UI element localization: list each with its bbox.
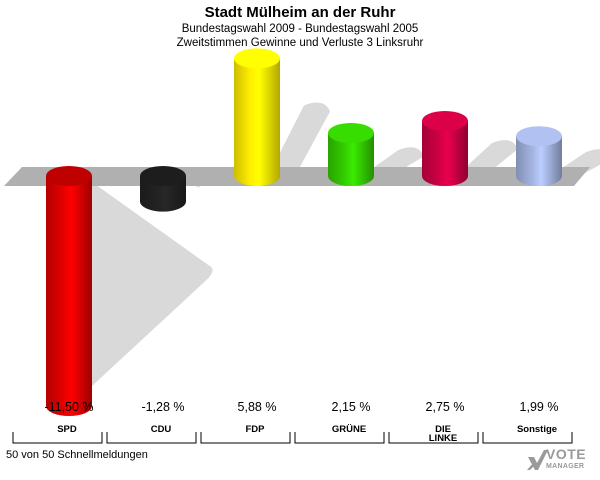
bar-cap bbox=[234, 48, 280, 69]
category-label: DIE bbox=[435, 424, 451, 435]
logo-text-manager: MANAGER bbox=[546, 463, 585, 470]
bar bbox=[422, 121, 468, 186]
category-bracket bbox=[200, 432, 291, 444]
bar bbox=[234, 58, 280, 186]
labels: -11,50 % SPD -1,28 % CDU 5,88 % FDP 2,15 % GRÜN… bbox=[12, 400, 573, 444]
checkmark-x-icon bbox=[527, 450, 548, 470]
bar-cap bbox=[140, 166, 186, 186]
bar bbox=[140, 176, 187, 212]
bar-shadow bbox=[92, 182, 213, 386]
footnote: 50 von 50 Schnellmeldungen bbox=[6, 449, 148, 461]
category-bracket bbox=[12, 432, 103, 444]
bar-cap bbox=[328, 123, 374, 143]
category-label: GRÜNE bbox=[332, 424, 366, 435]
category-bracket bbox=[294, 432, 385, 444]
title-block: Stadt Mülheim an der Ruhr Bundestagswahl… bbox=[0, 4, 600, 50]
chart-subtitle-2: Zweitstimmen Gewinne und Verluste 3 Link… bbox=[176, 37, 424, 49]
value-label: -11,50 % bbox=[44, 400, 93, 414]
value-label: 5,88 % bbox=[238, 400, 277, 414]
category-label: LINKE bbox=[429, 433, 458, 444]
category-label: FDP bbox=[246, 424, 266, 435]
category-label: SPD bbox=[57, 424, 77, 435]
category-label: CDU bbox=[151, 424, 172, 435]
vote-manager-logo: VOTE MANAGER bbox=[526, 444, 598, 476]
category-label: Sonstige bbox=[517, 424, 557, 435]
bar-cap bbox=[46, 166, 92, 186]
chart-subtitle: Bundestagswahl 2009 - Bundestagswahl 200… bbox=[181, 23, 419, 35]
bar-shadows bbox=[92, 102, 600, 386]
value-label: 2,15 % bbox=[332, 400, 371, 414]
category-bracket bbox=[388, 432, 479, 444]
value-label: -1,28 % bbox=[141, 400, 184, 414]
bar bbox=[328, 133, 374, 186]
bar bbox=[46, 176, 92, 416]
value-label: 1,99 % bbox=[520, 400, 559, 414]
chart-title: Stadt Mülheim an der Ruhr bbox=[204, 4, 396, 21]
bars bbox=[46, 48, 562, 416]
bar-shadow bbox=[268, 102, 330, 178]
bar-cap bbox=[422, 111, 468, 131]
value-label: 2,75 % bbox=[426, 400, 465, 414]
category-bracket bbox=[482, 432, 573, 444]
bar bbox=[516, 136, 562, 186]
bar-cap bbox=[516, 126, 562, 147]
category-bracket bbox=[106, 432, 197, 444]
logo-text-vote: VOTE bbox=[546, 446, 587, 462]
